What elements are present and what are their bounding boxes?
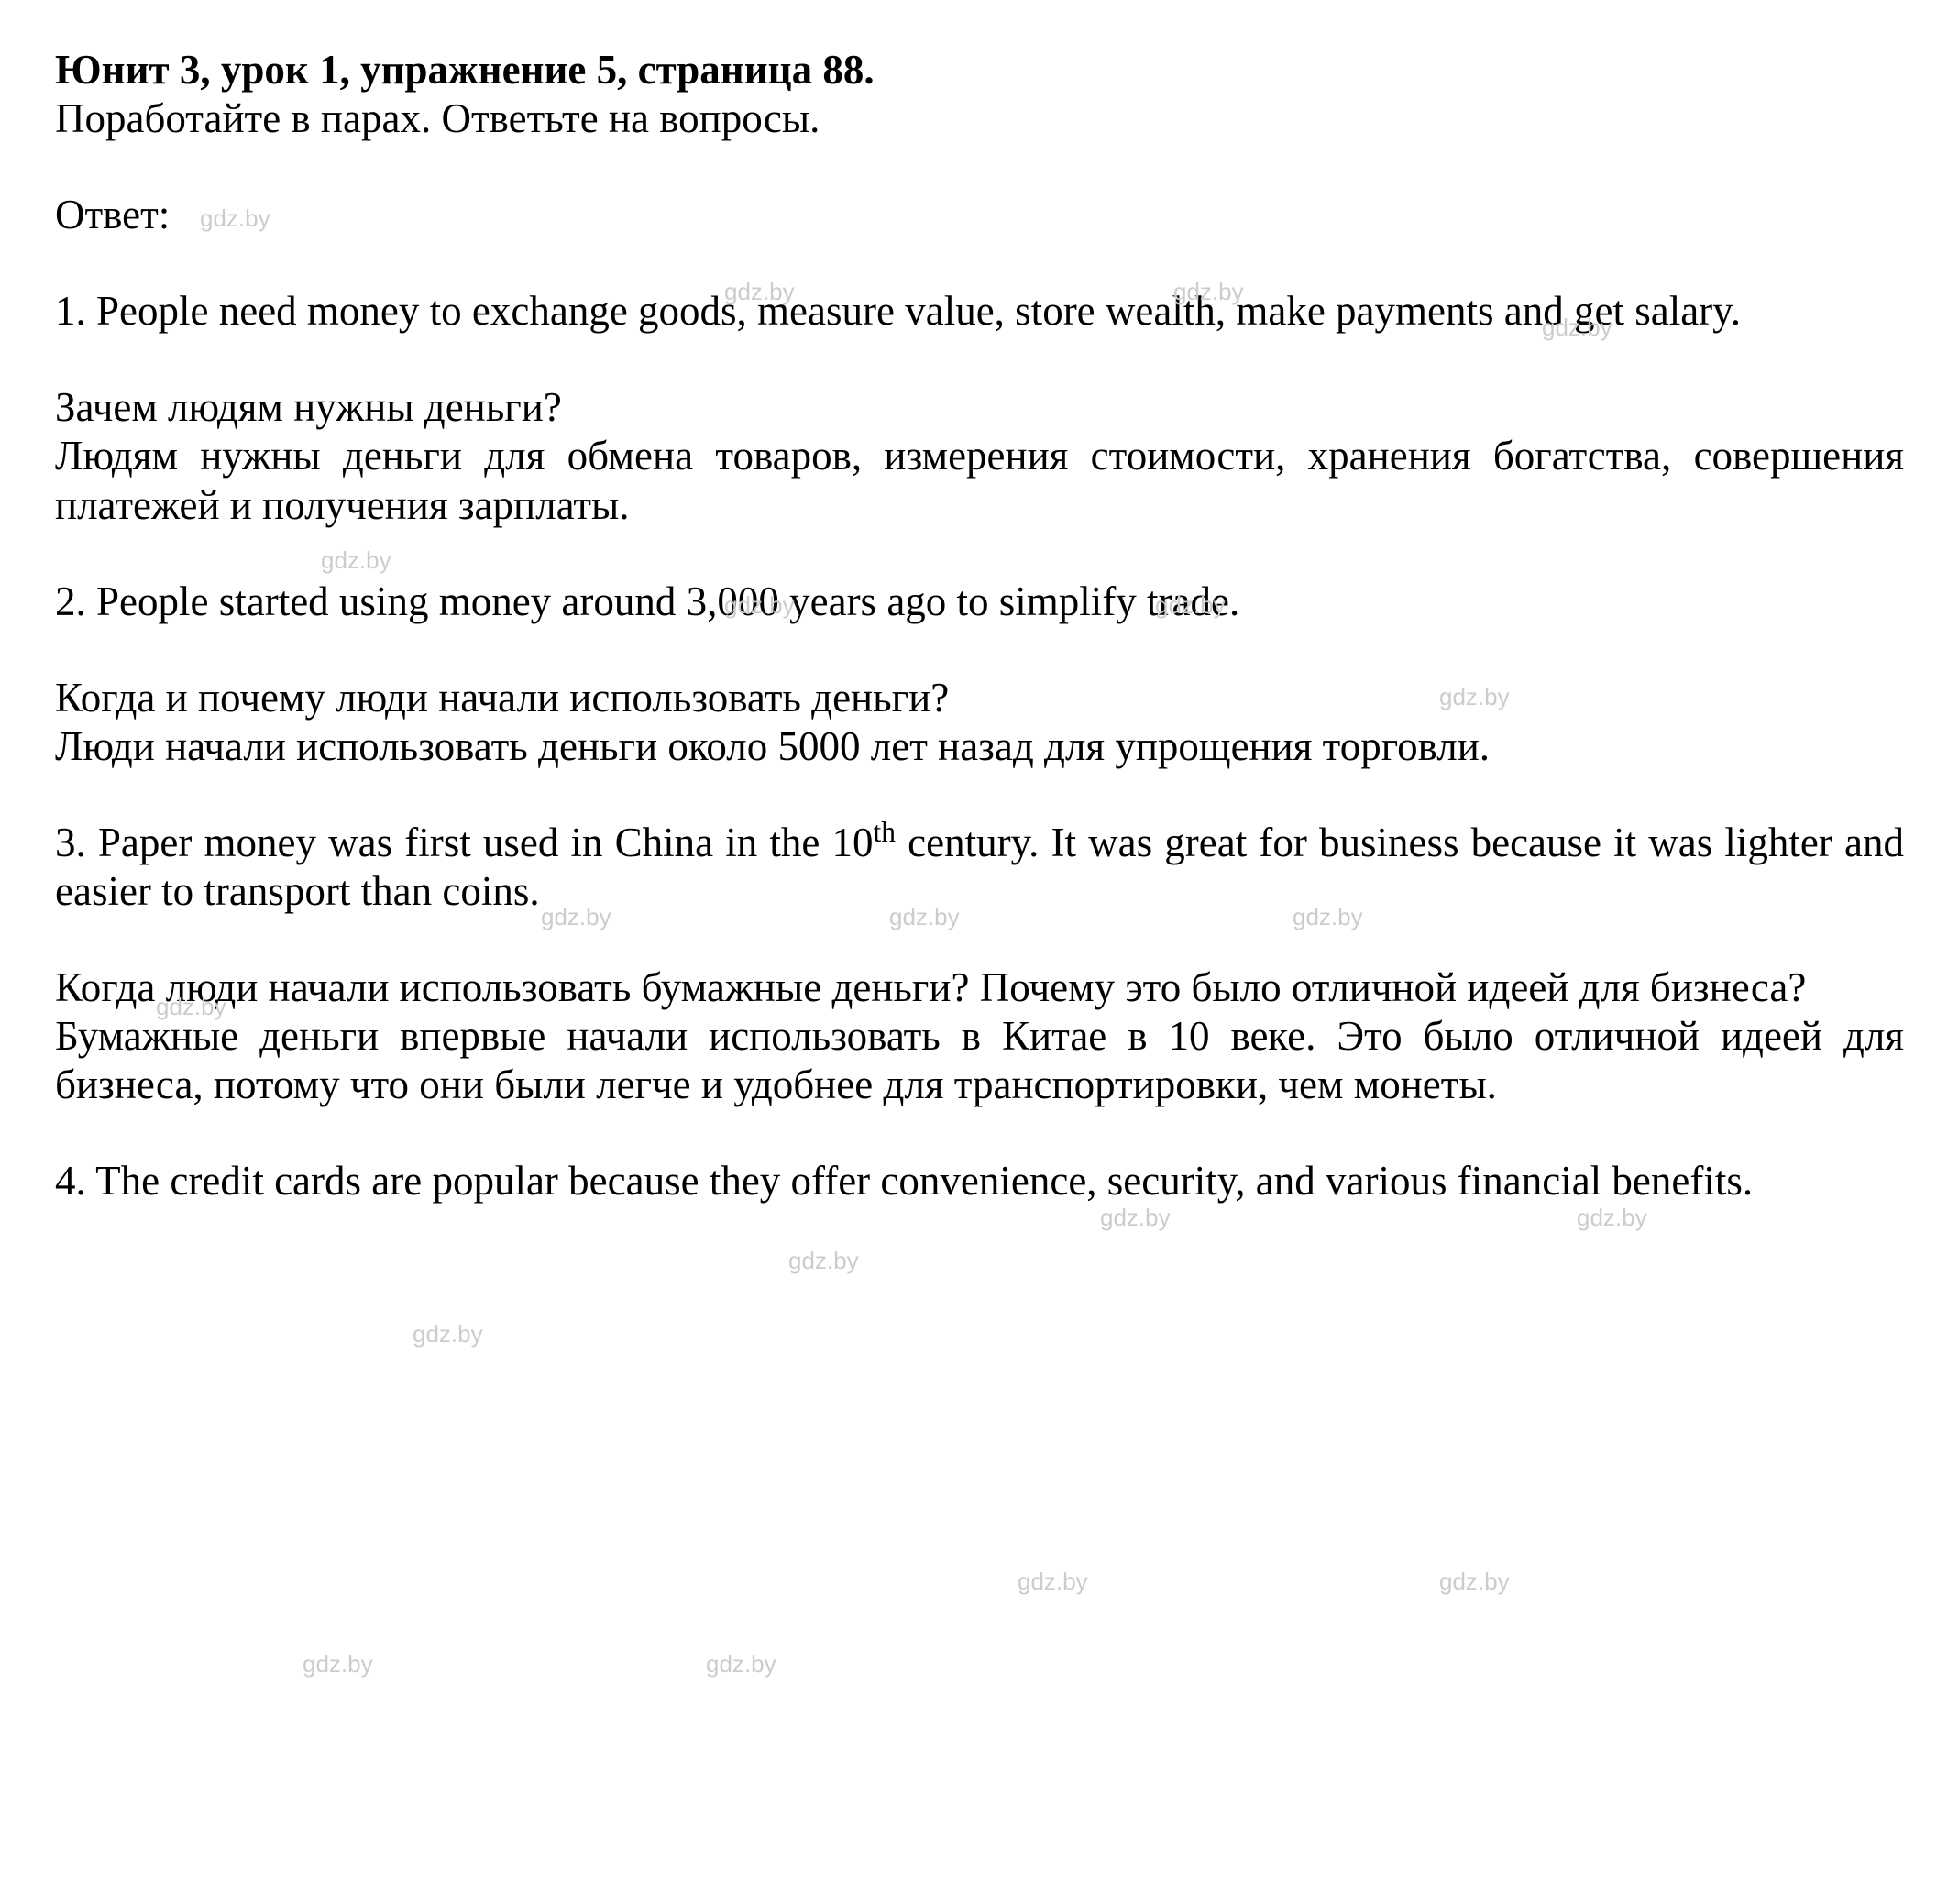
item-4-english: 4. The credit cards are popular because … xyxy=(55,1157,1904,1205)
watermark-text: gdz.by xyxy=(413,1320,483,1348)
item-2-english: 2. People started using money around 3,0… xyxy=(55,578,1904,626)
answer-label: Ответ: xyxy=(55,192,170,237)
item-3-english-pre: 3. Paper money was first used in China i… xyxy=(55,820,873,865)
watermark-text: gdz.by xyxy=(1439,1568,1510,1596)
item-3-english-sup: th xyxy=(873,816,896,848)
item-3-ru-answer: Бумажные деньги впервые начали использов… xyxy=(55,1012,1904,1109)
watermark-text: gdz.by xyxy=(303,1650,373,1678)
exercise-subtitle: Поработайте в парах. Ответьте на вопросы… xyxy=(55,95,820,141)
item-2-ru-question: Когда и почему люди начали использовать … xyxy=(55,674,1904,722)
item-1-english: 1. People need money to exchange goods, … xyxy=(55,287,1904,336)
item-3-ru-question: Когда люди начали использовать бумажные … xyxy=(55,963,1904,1012)
watermark-text: gdz.by xyxy=(788,1247,859,1275)
watermark-text: gdz.by xyxy=(1018,1568,1088,1596)
item-1-ru-question: Зачем людям нужны деньги? xyxy=(55,383,1904,432)
watermark-text: gdz.by xyxy=(706,1650,776,1678)
exercise-title: Юнит 3, урок 1, упражнение 5, страница 8… xyxy=(55,47,875,93)
watermark-text: gdz.by xyxy=(1100,1204,1171,1232)
watermark-text: gdz.by xyxy=(321,546,391,575)
item-1-ru-answer: Людям нужны деньги для обмена товаров, и… xyxy=(55,432,1904,529)
watermark-text: gdz.by xyxy=(1577,1204,1647,1232)
item-2-ru-answer: Люди начали использовать деньги около 50… xyxy=(55,722,1904,771)
item-3-english: 3. Paper money was first used in China i… xyxy=(55,819,1904,916)
